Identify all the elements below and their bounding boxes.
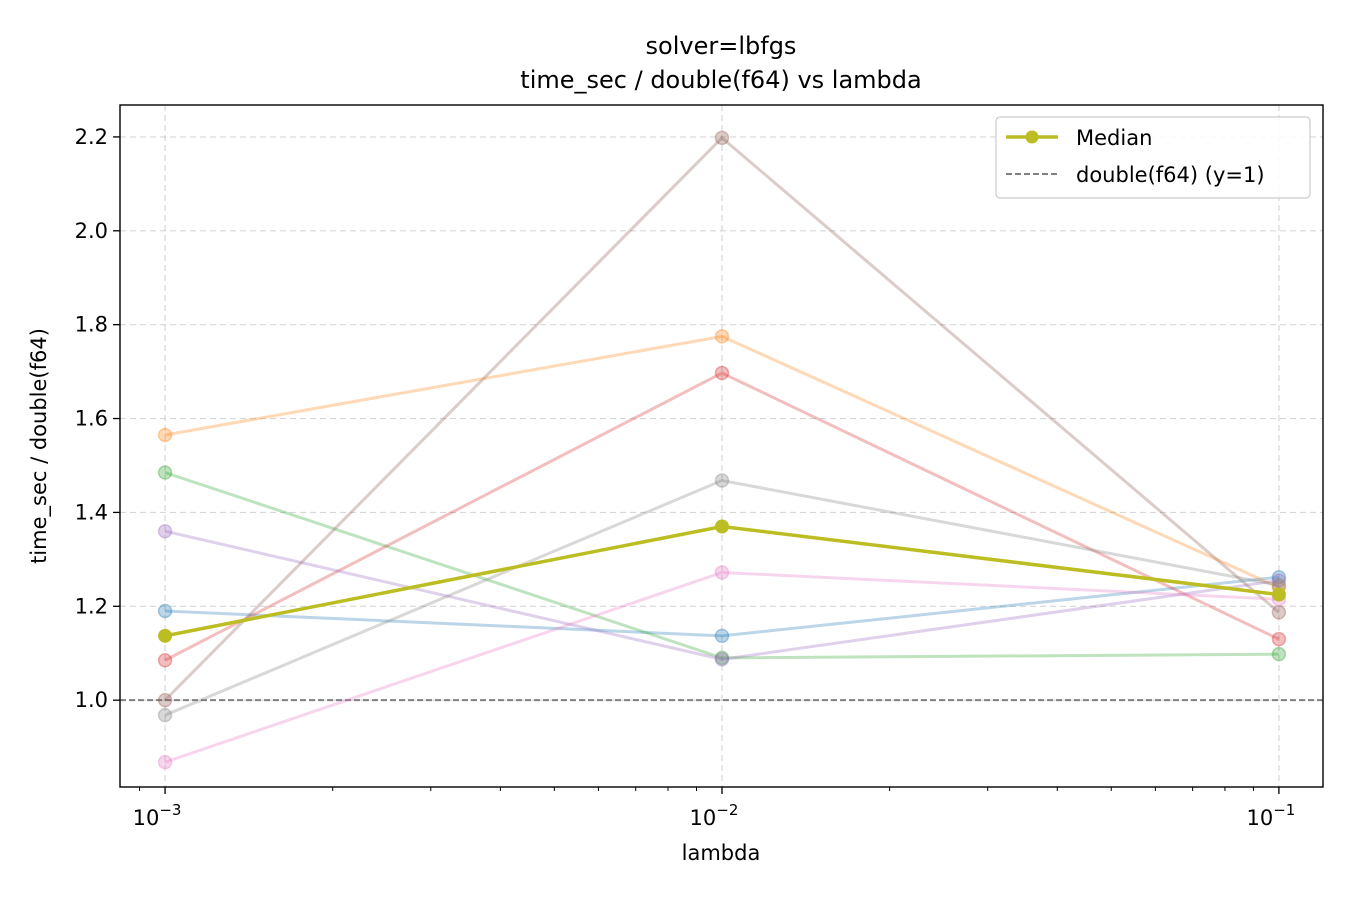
series-point-4 [157,653,173,668]
legend-median-marker [1025,130,1039,144]
series-group [157,130,1287,770]
median-point [1271,587,1286,602]
legend: Median double(f64) (y=1) [995,116,1311,199]
series-point-3 [1271,646,1287,662]
series-line-6 [164,135,1280,702]
x-tick-label: 10−2 [690,801,739,830]
series-point-1 [1271,569,1287,585]
series-point-4 [1271,631,1287,647]
chart-subtitle: time_sec / double(f64) vs lambda [520,66,921,94]
series-line-8 [164,478,1280,717]
series-point-6 [1271,605,1287,620]
series-point-5 [1271,573,1287,588]
x-axis-label: lambda [682,841,761,865]
series-point-2 [157,427,173,443]
series-line-2 [164,334,1280,589]
series-point-1 [714,628,730,644]
series-point-6 [714,130,730,146]
y-axis-label: time_sec / double(f64) [27,328,52,564]
series-point-7 [157,754,173,770]
y-tick-label: 1.4 [75,500,108,524]
series-line-4 [164,371,1280,662]
series-point-1 [157,603,173,619]
y-axis: 1.0 1.2 1.4 1.6 1.8 2.0 2.2 [75,125,120,712]
series-point-3 [714,650,730,666]
series-point-5 [157,523,173,539]
median-group [158,519,1286,643]
y-tick-label: 1.8 [75,313,108,337]
series-point-8 [157,707,173,723]
legend-median-label: Median [1076,126,1152,150]
chart-title: solver=lbfgs [646,32,797,60]
y-tick-label: 1.2 [75,594,108,618]
legend-reference-label: double(f64) (y=1) [1076,163,1265,187]
x-axis: 10−3 10−2 10−1 [133,787,1295,830]
series-point-5 [714,652,730,667]
series-point-7 [714,565,730,580]
x-tick-label: 10−1 [1246,801,1295,830]
median-point [158,628,173,643]
y-tick-label: 1.6 [75,407,108,431]
series-point-8 [714,473,730,488]
x-tick-label: 10−3 [133,801,182,830]
median-point [714,519,729,534]
series-point-3 [157,465,173,480]
series-point-2 [714,329,730,344]
y-tick-label: 2.2 [75,125,108,149]
y-tick-label: 2.0 [75,219,108,243]
grid-lines [120,105,1323,787]
series-line-7 [164,570,1279,764]
legend-box [995,116,1311,199]
series-point-6 [157,692,173,708]
series-line-5 [164,529,1280,661]
series-point-4 [714,365,730,381]
y-tick-label: 1.0 [75,688,108,712]
series-line-3 [164,471,1279,660]
series-line-1 [164,575,1280,638]
